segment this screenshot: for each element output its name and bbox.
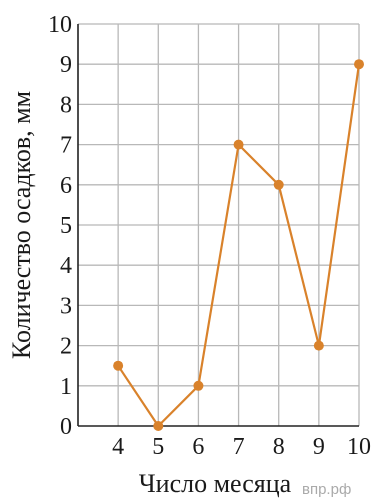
y-tick-label: 4	[60, 253, 72, 279]
data-point	[273, 179, 284, 190]
x-tick-labels: 4 5 6 7 8 9 10	[112, 434, 371, 460]
data-series	[113, 59, 364, 431]
y-tick-label: 5	[60, 213, 72, 239]
x-tick-label: 8	[273, 434, 285, 460]
x-axis-title: Число месяца	[139, 469, 292, 498]
data-point	[233, 139, 244, 150]
data-point	[354, 59, 364, 70]
y-axis-title: Количество осадков, мм	[7, 91, 36, 359]
data-point	[153, 421, 164, 431]
x-tick-label: 5	[152, 434, 164, 460]
y-tick-label: 3	[60, 293, 72, 319]
y-tick-label: 1	[60, 374, 72, 400]
y-tick-label: 10	[48, 12, 72, 38]
y-tick-label: 9	[60, 52, 72, 78]
y-tick-label: 8	[60, 92, 72, 118]
watermark: впр.рф	[302, 481, 351, 498]
x-tick-label: 10	[347, 434, 371, 460]
data-point	[193, 380, 204, 391]
y-tick-label: 0	[60, 414, 72, 440]
y-tick-label: 6	[60, 173, 72, 199]
data-point	[313, 340, 324, 351]
y-tick-labels: 0 1 2 3 4 5 6 7 8 9 10	[48, 12, 72, 440]
y-tick-label: 7	[60, 133, 72, 159]
axes	[77, 24, 359, 427]
x-tick-label: 9	[313, 434, 325, 460]
x-tick-label: 7	[233, 434, 245, 460]
grid-lines	[78, 23, 360, 426]
y-tick-label: 2	[60, 334, 72, 360]
data-point	[113, 360, 124, 371]
x-tick-label: 6	[192, 434, 204, 460]
x-tick-label: 4	[112, 434, 124, 460]
